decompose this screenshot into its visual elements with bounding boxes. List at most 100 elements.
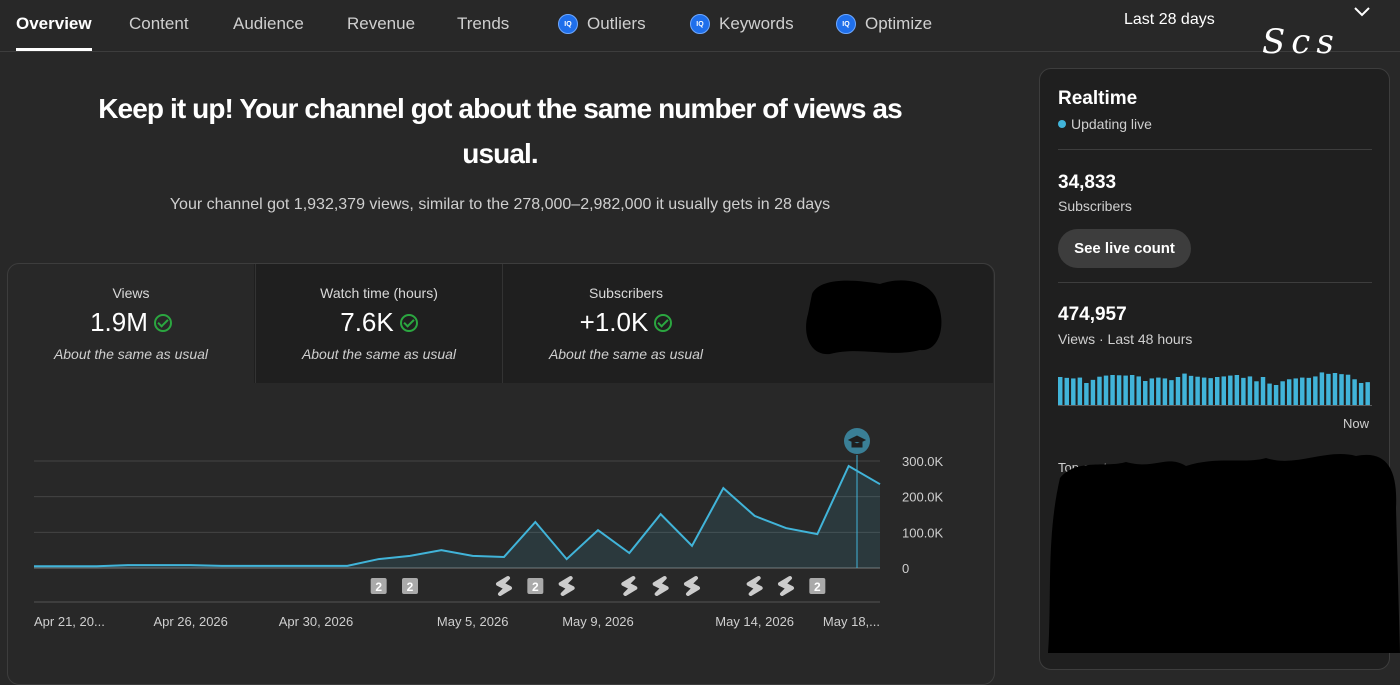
nav-tab[interactable]: Revenue [347,14,415,34]
y-tick-label: 300.0K [902,454,944,469]
tab-label: Audience [233,14,304,33]
realtime-bar [1358,383,1364,405]
nav-tab[interactable]: IQ Outliers [558,14,646,34]
subscriber-label: Subscribers [1058,198,1132,214]
realtime-bar [1169,380,1174,405]
x-tick-label: Apr 26, 2026 [153,614,227,629]
metric-note: About the same as usual [53,346,209,362]
realtime-bar [1149,378,1155,405]
nav-tab[interactable]: Overview [16,14,92,51]
iq-badge: IQ [836,14,856,34]
metric-card[interactable]: Views 1.9M About the same as usual [8,264,254,383]
tab-label: Keywords [719,14,794,33]
date-range[interactable]: Last 28 days [1124,11,1215,28]
realtime-bar [1097,376,1102,405]
nav-tab[interactable]: Trends [457,14,509,34]
metric-value-row: 1.9M [8,307,254,338]
views-line [34,464,881,568]
x-tick-label: Apr 21, 20... [34,614,105,629]
headline: Keep it up! Your channel got about the s… [98,93,902,169]
realtime-title: Realtime [1058,88,1138,109]
x-tick-label: May 18,... [823,614,880,629]
realtime-bar [1129,375,1135,405]
active-underline [16,48,92,51]
realtime-bar [1123,375,1128,405]
page: {"tabs": ["Overview", "Content", "Audien… [0,0,1400,653]
metric-note: About the same as usual [548,346,704,362]
realtime-bar [1162,378,1168,405]
views-count: 474,957 [1058,304,1127,325]
realtime-bar [1365,382,1370,405]
shorts-marker [621,576,638,596]
realtime-bar [1221,376,1226,405]
handwritten-note: Scs [1262,22,1340,62]
subtext: Your channel got 1,932,379 views, simila… [169,196,831,213]
see-live-count-button[interactable]: See live count [1058,229,1191,268]
realtime-bar [1241,377,1246,405]
realtime-bar [1058,377,1063,405]
x-tick-label: May 14, 2026 [715,614,794,629]
y-tick-label: 0 [902,561,909,576]
realtime-bar [1267,383,1272,405]
realtime-bar [1208,378,1213,405]
status-text: Updating live [1071,116,1152,132]
event-marker-label: 2 [814,580,821,594]
realtime-bar [1195,376,1200,405]
iq-badge: IQ [690,14,710,34]
area-fill [34,465,880,568]
metric-value: 7.6K [340,307,394,337]
metric-value-row: +1.0K [503,307,749,338]
subscriber-count: 34,833 [1058,172,1117,193]
milestone-cap [847,435,867,448]
metric-card[interactable]: Subscribers +1.0K About the same as usual [502,264,749,383]
nav-tab[interactable]: IQ Optimize [836,14,932,34]
event-marker [370,578,387,594]
nav-tab[interactable]: Audience [233,14,304,34]
realtime-status: Updating live [1058,116,1152,132]
y-tick-label: 200.0K [902,490,944,505]
realtime-bar [1201,377,1207,405]
metric-value: 1.9M [90,307,148,337]
views-chart: 0 100.0K 200.0K 300.0K Apr 21, 20... Apr 26, … [34,428,944,629]
realtime-bar [1306,377,1312,405]
realtime-bar [1260,377,1266,405]
live-dot [1058,120,1066,128]
shorts-marker [652,576,669,596]
event-marker-label: 2 [407,580,414,594]
realtime-bar [1110,375,1115,405]
divider [1058,149,1372,150]
realtime-bars [1058,372,1370,405]
nav-tab[interactable]: Content [129,14,189,34]
redaction [1048,454,1400,653]
shorts-marker [684,576,700,596]
metric-value: +1.0K [579,307,649,337]
metric-card[interactable]: Watch time (hours) 7.6K About the same as … [255,264,502,383]
y-tick-label: 100.0K [902,525,944,540]
realtime-bar [1064,377,1069,405]
realtime-bar [1254,381,1259,405]
tab-label: Outliers [587,14,646,33]
tab-label: Content [129,14,189,33]
realtime-bar [1116,375,1122,405]
realtime-bar [1345,374,1351,405]
event-marker [402,578,418,594]
realtime-bar [1300,377,1305,405]
nav-divider [0,51,1400,52]
event-marker-label: 2 [375,580,382,594]
now-label: Now [1343,416,1370,431]
divider [1058,282,1372,283]
nav-tab[interactable]: IQ Keywords [690,14,794,34]
tab-label: Optimize [865,14,933,33]
x-tick-label: May 5, 2026 [437,614,509,629]
redaction [806,280,942,355]
realtime-bar [1352,379,1357,405]
realtime-bar [1228,375,1233,405]
realtime-bar [1215,377,1220,405]
tab-label: Trends [457,14,510,33]
bars-baseline [1058,405,1372,406]
realtime-bar [1319,372,1325,405]
realtime-bar [1175,377,1181,405]
dropdown-arrow[interactable] [1350,4,1374,20]
realtime-bar [1273,385,1279,405]
realtime-bar [1077,377,1083,405]
